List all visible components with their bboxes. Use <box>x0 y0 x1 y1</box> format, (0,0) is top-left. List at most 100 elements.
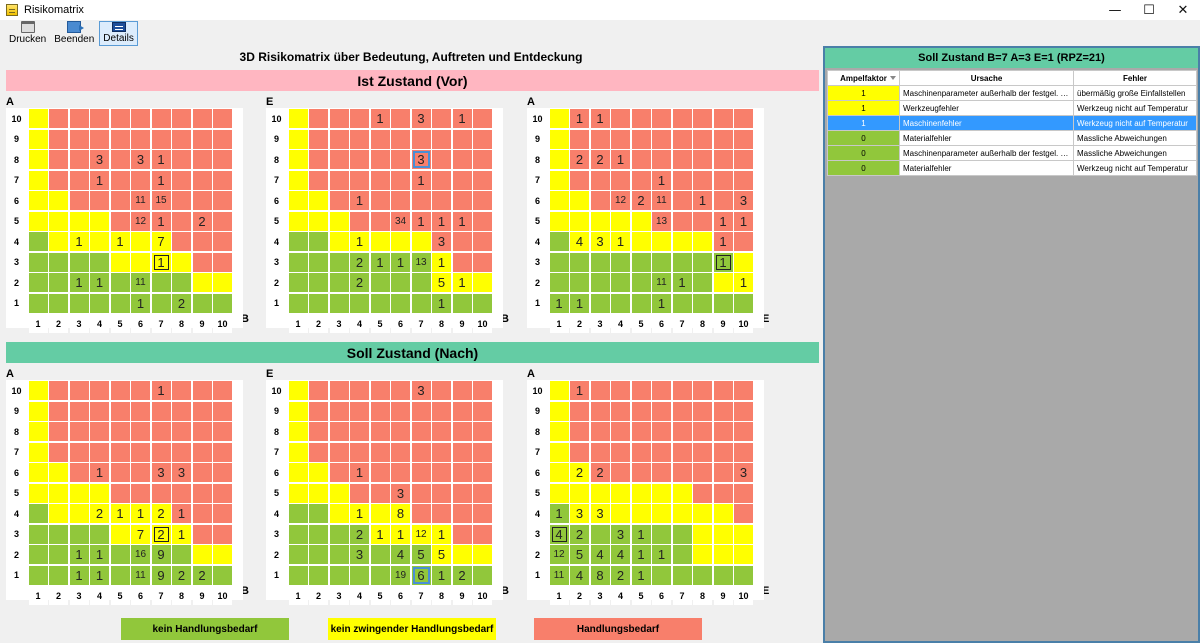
matrix-cell[interactable] <box>49 483 68 503</box>
matrix-cell[interactable] <box>28 150 48 169</box>
matrix-cell-count[interactable]: 7 <box>151 232 171 251</box>
matrix-cell[interactable] <box>590 442 610 462</box>
matrix-cell-count[interactable]: 2 <box>350 273 369 292</box>
matrix-cell[interactable] <box>350 422 369 441</box>
matrix-cell[interactable] <box>309 422 328 441</box>
matrix-cell[interactable] <box>631 442 651 462</box>
matrix-cell[interactable] <box>570 129 589 149</box>
matrix-cell[interactable] <box>672 401 692 421</box>
matrix-cell-count[interactable]: 11 <box>131 191 150 210</box>
matrix-cell[interactable] <box>288 524 308 544</box>
matrix-cell[interactable] <box>329 422 349 441</box>
matrix-cell-count[interactable]: 2 <box>151 504 171 523</box>
matrix-cell[interactable] <box>288 401 308 421</box>
matrix-cell-count[interactable]: 3 <box>411 109 431 128</box>
table-row[interactable]: 0 Materialfehler Werkzeug nicht auf Temper… <box>827 160 1197 176</box>
matrix-cell[interactable] <box>110 463 130 482</box>
matrix-cell[interactable] <box>611 129 630 149</box>
matrix-cell[interactable] <box>49 191 68 210</box>
table-row[interactable]: 0 Materialfehler Massliche Abweichungen <box>827 130 1197 146</box>
matrix-cell-count[interactable]: 4 <box>549 524 569 544</box>
matrix-cell[interactable] <box>90 232 109 251</box>
matrix-cell[interactable] <box>713 545 733 564</box>
matrix-cell[interactable] <box>69 442 89 462</box>
matrix-cell[interactable] <box>329 381 349 400</box>
matrix-cell[interactable] <box>411 504 431 523</box>
matrix-cell[interactable] <box>69 293 89 313</box>
matrix-cell-count[interactable]: 11 <box>652 273 671 292</box>
matrix-cell[interactable] <box>432 381 451 400</box>
matrix-cell-count[interactable]: 3 <box>590 232 610 251</box>
matrix-cell[interactable] <box>90 442 109 462</box>
matrix-cell[interactable] <box>611 381 630 400</box>
matrix-cell-count[interactable]: 34 <box>391 211 410 231</box>
close-button[interactable]: ✕ <box>1177 2 1189 18</box>
matrix-cell[interactable] <box>432 109 451 128</box>
matrix-cell-count[interactable]: 3 <box>151 463 171 482</box>
matrix-cell[interactable] <box>49 273 68 292</box>
matrix-cell[interactable] <box>350 129 369 149</box>
matrix-cell[interactable] <box>713 565 733 585</box>
matrix-cell[interactable] <box>590 129 610 149</box>
matrix-cell-count[interactable]: 3 <box>611 524 630 544</box>
matrix-cell[interactable] <box>192 293 212 313</box>
matrix-cell[interactable] <box>370 442 390 462</box>
matrix-cell[interactable] <box>69 422 89 441</box>
matrix-cell[interactable] <box>288 252 308 272</box>
matrix-cell-count[interactable]: 1 <box>452 109 472 128</box>
matrix-cell-count[interactable]: 3 <box>734 191 753 210</box>
matrix-cell-count[interactable]: 1 <box>69 545 89 564</box>
matrix-cell[interactable] <box>49 293 68 313</box>
matrix-cell[interactable] <box>329 545 349 564</box>
matrix-cell-count[interactable]: 2 <box>350 252 369 272</box>
matrix-cell[interactable] <box>213 232 232 251</box>
matrix-cell-count[interactable]: 1 <box>652 545 671 564</box>
matrix-cell[interactable] <box>611 252 630 272</box>
matrix-cell-count[interactable]: 16 <box>131 545 150 564</box>
matrix-cell[interactable] <box>713 401 733 421</box>
matrix-cell[interactable] <box>49 463 68 482</box>
matrix-cell[interactable] <box>611 273 630 292</box>
matrix-cell-count[interactable]: 1 <box>90 273 109 292</box>
matrix-cell-count[interactable]: 2 <box>350 524 369 544</box>
matrix-cell[interactable] <box>672 232 692 251</box>
matrix-cell[interactable] <box>90 252 109 272</box>
matrix-cell[interactable] <box>69 252 89 272</box>
matrix-cell-count[interactable]: 1 <box>631 545 651 564</box>
matrix-cell-count[interactable]: 4 <box>570 232 589 251</box>
matrix-cell[interactable] <box>110 401 130 421</box>
matrix-cell[interactable] <box>631 463 651 482</box>
matrix-cell[interactable] <box>631 129 651 149</box>
matrix-cell[interactable] <box>110 109 130 128</box>
matrix-cell[interactable] <box>693 401 712 421</box>
matrix-cell[interactable] <box>151 442 171 462</box>
matrix-cell[interactable] <box>652 463 671 482</box>
matrix-cell-count[interactable]: 1 <box>370 252 390 272</box>
matrix-cell-count[interactable]: 2 <box>192 211 212 231</box>
matrix-cell-count[interactable]: 8 <box>391 504 410 523</box>
matrix-cell[interactable] <box>713 483 733 503</box>
matrix-cell[interactable] <box>672 545 692 564</box>
matrix-cell[interactable] <box>90 129 109 149</box>
matrix-cell[interactable] <box>28 565 48 585</box>
matrix-cell[interactable] <box>309 483 328 503</box>
matrix-cell[interactable] <box>288 463 308 482</box>
matrix-cell[interactable] <box>213 422 232 441</box>
matrix-cell[interactable] <box>631 273 651 292</box>
matrix-cell[interactable] <box>652 565 671 585</box>
matrix-cell[interactable] <box>49 211 68 231</box>
matrix-cell-count[interactable]: 1 <box>570 109 589 128</box>
matrix-cell[interactable] <box>452 150 472 169</box>
matrix-cell[interactable] <box>172 232 191 251</box>
matrix-cell[interactable] <box>672 422 692 441</box>
matrix-cell[interactable] <box>734 381 753 400</box>
matrix-cell[interactable] <box>309 252 328 272</box>
matrix-cell[interactable] <box>693 252 712 272</box>
matrix-cell-count[interactable]: 1 <box>172 524 191 544</box>
matrix-cell[interactable] <box>329 524 349 544</box>
matrix-cell[interactable] <box>192 170 212 190</box>
matrix-cell-count[interactable]: 1 <box>631 565 651 585</box>
matrix-cell[interactable] <box>172 191 191 210</box>
matrix-cell-count[interactable]: 12 <box>411 524 431 544</box>
matrix-cell-count[interactable]: 1 <box>90 565 109 585</box>
